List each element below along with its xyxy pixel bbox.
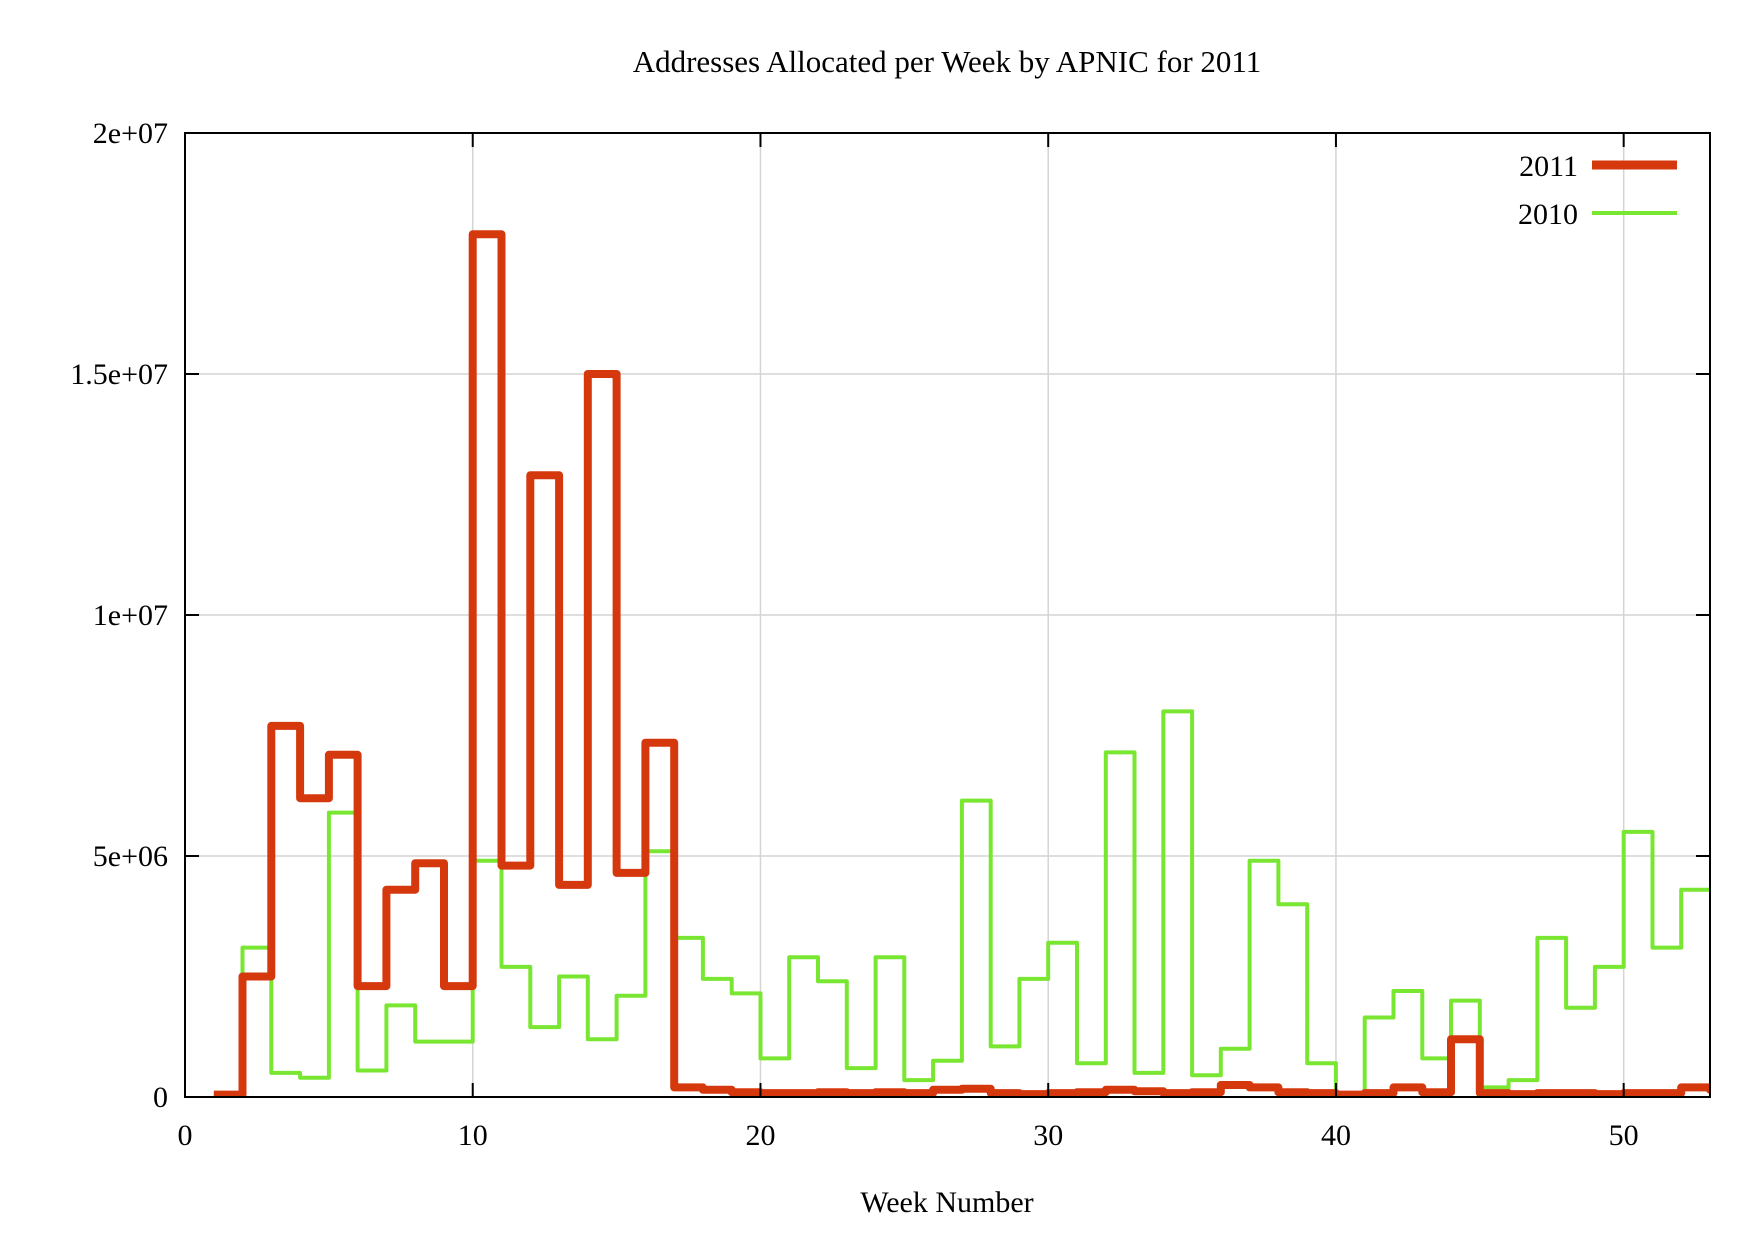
gridlines [185, 133, 1710, 1097]
legend-label-2011: 2011 [1519, 150, 1578, 183]
x-tick-label: 40 [1321, 1119, 1351, 1152]
y-tick-labels: 0 5e+06 1e+07 1.5e+07 2e+07 [70, 117, 168, 1114]
legend: 2011 2010 [1518, 150, 1677, 231]
legend-entry-2011: 2011 [1519, 150, 1677, 183]
x-tick-label: 10 [458, 1119, 488, 1152]
plot-border [184, 132, 1711, 1098]
x-tick-label: 0 [178, 1119, 193, 1152]
y-tick-label: 5e+06 [93, 840, 168, 873]
chart-title: Addresses Allocated per Week by APNIC fo… [633, 44, 1262, 79]
x-tick-label: 20 [745, 1119, 775, 1152]
series-2010-line [213, 709, 1711, 1097]
x-axis-label: Week Number [860, 1186, 1033, 1219]
plot-area [213, 230, 1711, 1098]
x-tick-label: 50 [1609, 1119, 1639, 1152]
x-tick-labels: 0 10 20 30 40 50 [178, 1119, 1639, 1152]
y-tick-label: 0 [153, 1081, 168, 1114]
legend-entry-2010: 2010 [1518, 198, 1677, 231]
y-tick-label: 1.5e+07 [70, 358, 168, 391]
series-2011-line [213, 230, 1711, 1098]
legend-label-2010: 2010 [1518, 198, 1578, 231]
y-tick-label: 2e+07 [93, 117, 168, 150]
x-tick-label: 30 [1033, 1119, 1063, 1152]
y-tick-label: 1e+07 [93, 599, 168, 632]
